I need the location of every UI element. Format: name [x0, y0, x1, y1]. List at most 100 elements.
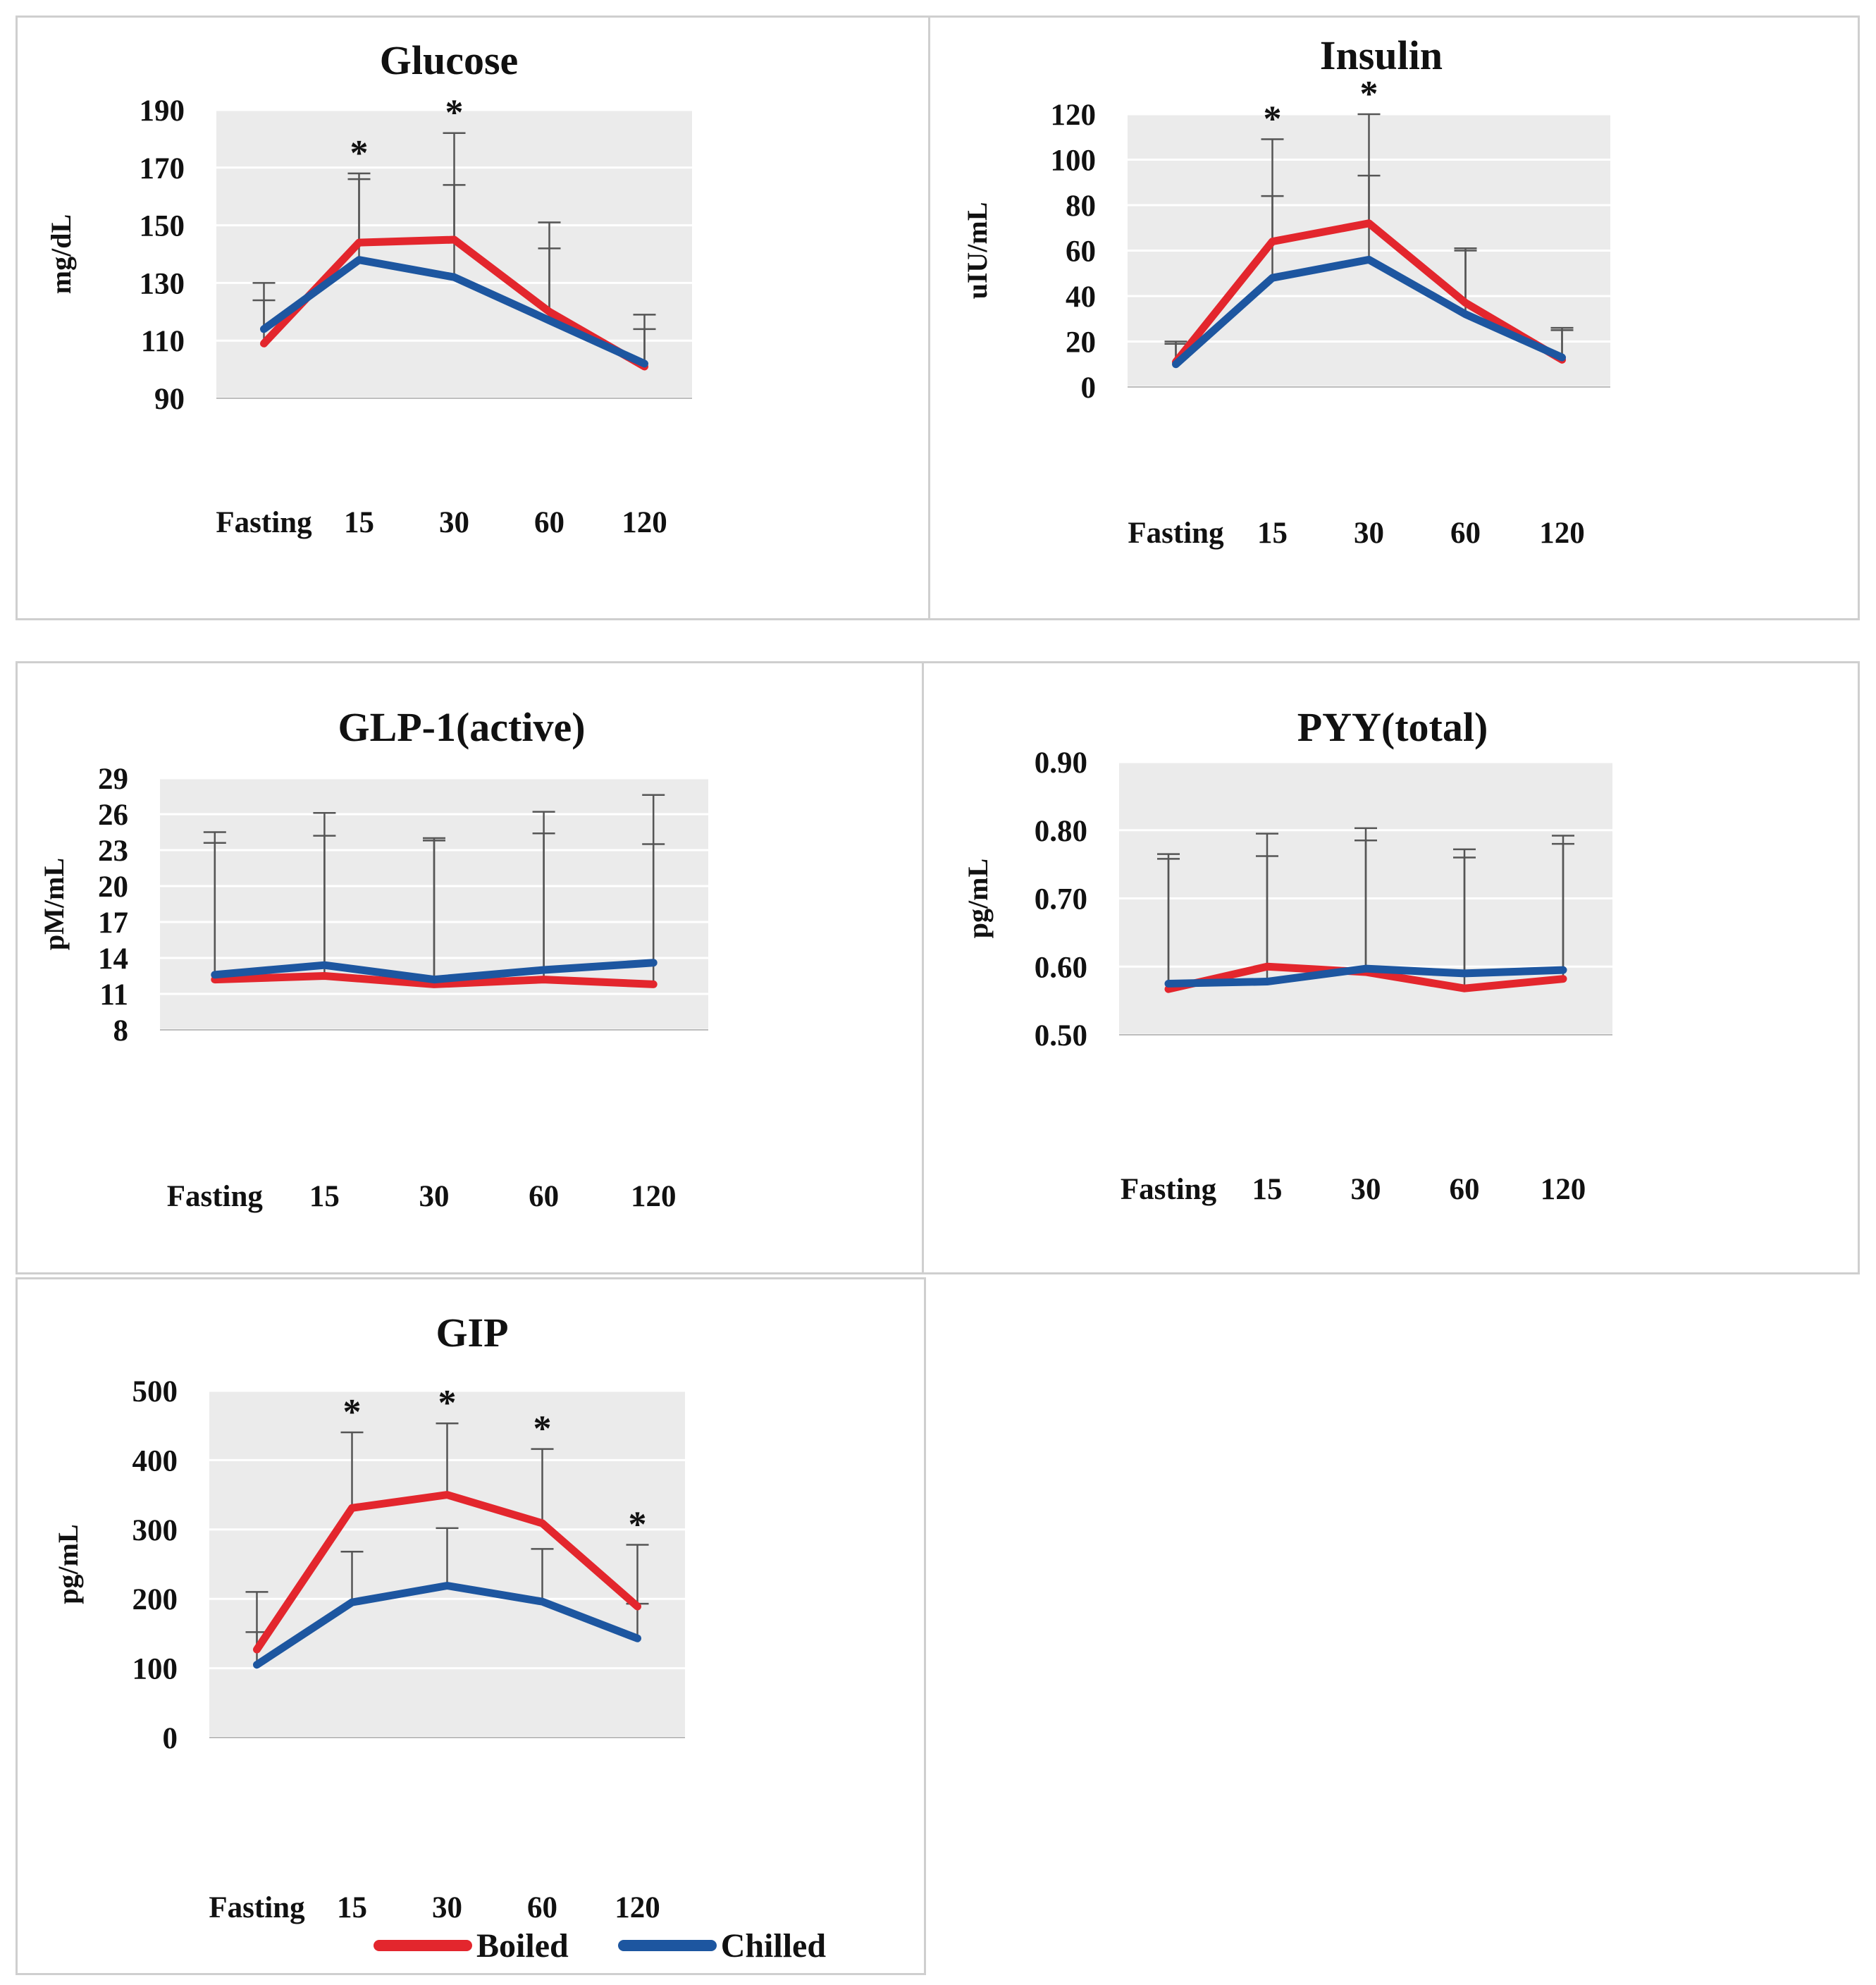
y-tick-label: 26	[98, 799, 128, 832]
legend: Boiled Chilled	[374, 1923, 875, 1968]
data-point-chilled	[263, 328, 265, 330]
y-tick-label: 110	[141, 325, 185, 358]
y-tick-label: 0	[1081, 371, 1097, 405]
y-tick-label: 0.50	[1035, 1019, 1087, 1052]
y-tick-label: 20	[1066, 326, 1096, 359]
y-axis-label: uIU/mL	[961, 202, 993, 300]
y-tick-label: 200	[132, 1583, 178, 1616]
y-tick-label: 190	[140, 94, 185, 128]
data-point-chilled	[214, 973, 216, 976]
data-point-boiled	[543, 978, 545, 981]
y-tick-label: 29	[98, 763, 128, 796]
data-point-chilled	[256, 1664, 258, 1666]
y-tick-label: 60	[1066, 235, 1096, 269]
insulin-panel: 0 20 40 60 80 100 120 Insulin uIU/mL Fasting 15 30 6…	[928, 16, 1860, 620]
data-point-chilled	[453, 276, 455, 278]
x-tick-label: 30	[432, 1891, 462, 1924]
data-point-boiled	[433, 983, 435, 985]
data-point-chilled	[643, 362, 646, 364]
gip-chart: 0 100 200 300 400 500 GIP pg/mL Fasting 15 30 60 120…	[52, 1310, 685, 1924]
pyy-chart: 0.50 0.60 0.70 0.80 0.90 PYY(total) pg/mL Fasti…	[962, 704, 1612, 1206]
y-axis-label: pg/mL	[962, 859, 994, 938]
y-tick-label: 100	[132, 1653, 178, 1686]
data-point-chilled	[1271, 277, 1273, 279]
chart-title: PYY(total)	[1297, 704, 1488, 750]
data-point-chilled	[433, 978, 435, 981]
data-point-boiled	[1168, 988, 1169, 990]
legend-label-boiled: Boiled	[476, 1926, 569, 1965]
x-tick-label: 120	[1539, 517, 1585, 550]
legend-label-chilled: Chilled	[720, 1926, 827, 1965]
glp1-panel: 8 11 14 17 20 23 26 29 GLP-1(active) pM/mL Fasting…	[16, 661, 926, 1274]
x-tick-label: 30	[1354, 517, 1384, 550]
y-tick-label: 500	[132, 1375, 178, 1408]
data-point-chilled	[1365, 968, 1366, 970]
gip-panel: 0 100 200 300 400 500 GIP pg/mL Fasting 15 30 60 120…	[16, 1277, 926, 1975]
data-point-boiled	[446, 1494, 448, 1496]
y-tick-label: 400	[132, 1444, 178, 1477]
data-point-boiled	[1368, 222, 1370, 224]
data-point-boiled	[323, 975, 326, 977]
y-tick-label: 100	[1051, 145, 1097, 178]
x-tick-label: Fasting	[1121, 1173, 1217, 1206]
y-tick-label: 80	[1066, 190, 1096, 223]
y-tick-label: 8	[113, 1014, 129, 1047]
y-tick-label: 300	[132, 1514, 178, 1547]
data-point-chilled	[1175, 363, 1177, 365]
x-tick-label: 15	[1257, 517, 1288, 550]
y-axis-label: pg/mL	[52, 1524, 84, 1604]
x-tick-label: 120	[1541, 1173, 1586, 1206]
significance-marker: *	[1264, 99, 1282, 139]
x-tick-label: 60	[1450, 517, 1481, 550]
y-tick-label: 120	[1051, 99, 1097, 132]
x-tick-label: Fasting	[1128, 517, 1224, 550]
data-point-chilled	[358, 259, 360, 261]
data-point-boiled	[214, 978, 216, 981]
significance-marker: *	[629, 1504, 647, 1544]
significance-marker: *	[1360, 74, 1378, 114]
significance-marker: *	[343, 1392, 362, 1432]
data-point-chilled	[351, 1602, 353, 1604]
x-tick-label: 60	[529, 1180, 559, 1213]
chart-title: GLP-1(active)	[338, 704, 585, 750]
data-point-boiled	[1266, 966, 1268, 968]
y-axis-label: mg/dL	[45, 214, 77, 294]
legend-swatch-chilled	[617, 1940, 717, 1951]
data-point-boiled	[636, 1606, 638, 1608]
data-point-chilled	[1168, 983, 1169, 985]
data-point-chilled	[1464, 313, 1467, 315]
data-point-chilled	[1464, 972, 1465, 974]
y-tick-label: 0.70	[1035, 883, 1087, 916]
data-point-boiled	[653, 983, 655, 985]
data-point-chilled	[541, 1601, 543, 1603]
x-tick-label: 120	[622, 506, 667, 539]
x-tick-label: 60	[527, 1891, 557, 1924]
data-point-boiled	[1464, 302, 1467, 304]
data-point-boiled	[256, 1649, 258, 1651]
insulin-chart: 0 20 40 60 80 100 120 Insulin uIU/mL Fasting 15 30 6…	[961, 32, 1610, 550]
data-point-boiled	[358, 242, 360, 244]
y-tick-label: 0.90	[1035, 746, 1087, 780]
y-tick-label: 11	[99, 978, 128, 1012]
y-tick-label: 0.60	[1035, 951, 1087, 984]
data-point-boiled	[548, 311, 550, 313]
pyy-panel: 0.50 0.60 0.70 0.80 0.90 PYY(total) pg/mL Fasti…	[922, 661, 1860, 1274]
data-point-chilled	[323, 964, 326, 966]
x-tick-label: 60	[534, 506, 564, 539]
glucose-chart: 90 110 130 150 170 190 Glucose mg/dL Fasting 15 30…	[45, 37, 692, 539]
y-tick-label: 20	[98, 871, 128, 904]
x-tick-label: 120	[631, 1180, 677, 1213]
y-tick-label: 23	[98, 835, 128, 868]
data-point-chilled	[543, 969, 545, 971]
data-point-boiled	[1271, 240, 1273, 242]
y-tick-label: 0.80	[1035, 815, 1087, 848]
data-point-boiled	[351, 1507, 353, 1509]
legend-item-chilled: Chilled	[617, 1926, 827, 1965]
y-tick-label: 90	[154, 383, 185, 416]
x-tick-label: 15	[344, 506, 374, 539]
y-tick-label: 150	[140, 210, 185, 243]
y-tick-label: 170	[140, 152, 185, 185]
x-tick-label: 15	[337, 1891, 367, 1924]
data-point-chilled	[636, 1637, 638, 1640]
chart-title: Glucose	[380, 37, 519, 83]
